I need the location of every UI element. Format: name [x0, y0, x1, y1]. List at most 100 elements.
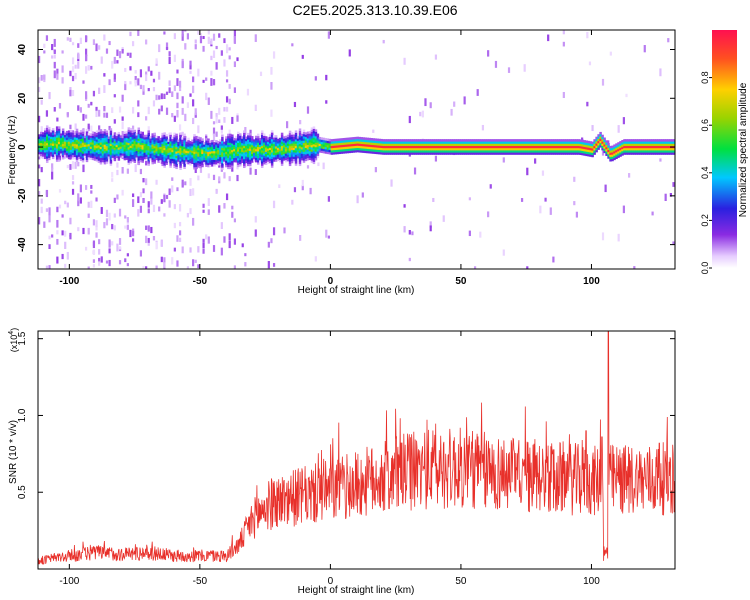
- heatmap-cell: [51, 55, 54, 59]
- heatmap-cell: [87, 135, 91, 138]
- heatmap-cell: [659, 141, 662, 144]
- heatmap-cell: [586, 31, 589, 39]
- heatmap-cell: [81, 131, 85, 134]
- heatmap-cell: [65, 144, 69, 147]
- heatmap-cell: [673, 141, 675, 144]
- heatmap-cell: [460, 139, 463, 142]
- heatmap-cell: [483, 143, 487, 147]
- heatmap-cell: [507, 147, 511, 151]
- heatmap-cell: [274, 135, 278, 138]
- heatmap-cell: [298, 163, 302, 167]
- heatmap-cell: [551, 150, 555, 153]
- heatmap-cell: [549, 207, 552, 215]
- heatmap-cell: [374, 144, 377, 148]
- heatmap-cell: [101, 155, 105, 158]
- heatmap-cell: [51, 167, 54, 172]
- heatmap-cell: [41, 138, 45, 142]
- heatmap-cell: [231, 147, 234, 151]
- heatmap-cell: [75, 159, 79, 162]
- heatmap-cell: [420, 150, 423, 153]
- heatmap-cell: [147, 163, 150, 166]
- heatmap-cell: [87, 227, 90, 235]
- heatmap-cell: [477, 152, 481, 155]
- heatmap-cell: [77, 105, 80, 111]
- heatmap-cell: [233, 146, 236, 150]
- heatmap-cell: [187, 153, 190, 156]
- heatmap-cell: [75, 152, 79, 156]
- heatmap-cell: [103, 153, 107, 156]
- heatmap-cell: [312, 154, 316, 158]
- heatmap-cell: [444, 145, 447, 149]
- heatmap-cell: [193, 149, 196, 152]
- heatmap-cell: [107, 154, 111, 157]
- heatmap-cell: [65, 133, 69, 136]
- heatmap-cell: [416, 150, 419, 153]
- heatmap-cell: [39, 136, 43, 139]
- heatmap-cell: [555, 143, 559, 147]
- heatmap-cell: [178, 124, 182, 131]
- heatmap-cell: [161, 154, 164, 158]
- heatmap-cell: [73, 154, 77, 158]
- heatmap-cell: [569, 150, 572, 153]
- heatmap-cell: [203, 159, 206, 163]
- heatmap-cell: [669, 152, 672, 155]
- heatmap-cell: [264, 151, 268, 155]
- heatmap-cell: [553, 139, 557, 142]
- heatmap-cell: [219, 141, 222, 144]
- heatmap-cell: [535, 139, 539, 142]
- heatmap-cell: [316, 142, 320, 145]
- heatmap-cell: [145, 136, 148, 140]
- heatmap-cell: [551, 139, 555, 142]
- heatmap-cell: [262, 153, 266, 156]
- heatmap-cell: [588, 61, 592, 66]
- heatmap-cell: [153, 141, 156, 144]
- heatmap-cell: [38, 138, 41, 142]
- heatmap-cell: [57, 154, 61, 158]
- heatmap-cell: [475, 145, 479, 149]
- heatmap-cell: [51, 145, 55, 149]
- heatmap-cell: [625, 141, 628, 144]
- heatmap-cell: [249, 144, 252, 147]
- heatmap-cell: [64, 241, 67, 249]
- heatmap-cell: [667, 143, 670, 147]
- heatmap-cell: [245, 151, 248, 155]
- heatmap-cell: [267, 261, 270, 269]
- heatmap-cell: [41, 154, 45, 157]
- heatmap-cell: [312, 135, 316, 138]
- heatmap-cell: [258, 146, 262, 150]
- heatmap-cell: [410, 145, 413, 149]
- heatmap-cell: [243, 143, 246, 147]
- heatmap-cell: [547, 143, 551, 147]
- heatmap-cell: [651, 147, 654, 151]
- heatmap-cell: [270, 141, 274, 144]
- heatmap-cell: [95, 220, 98, 228]
- heatmap-cell: [85, 137, 89, 141]
- heatmap-cell: [175, 164, 178, 167]
- heatmap-cell: [108, 41, 111, 46]
- heatmap-cell: [645, 145, 648, 149]
- heatmap-cell: [456, 147, 459, 151]
- heatmap-cell: [171, 141, 174, 144]
- heatmap-cell: [107, 140, 111, 144]
- heatmap-cell: [167, 150, 170, 153]
- heatmap-cell: [187, 144, 190, 147]
- heatmap-cell: [103, 128, 107, 132]
- heatmap-cell: [155, 58, 158, 64]
- heatmap-cell: [165, 194, 169, 199]
- heatmap-cell: [450, 141, 453, 144]
- heatmap-cell: [607, 154, 610, 157]
- heatmap-cell: [342, 137, 346, 141]
- heatmap-cell: [179, 149, 182, 153]
- heatmap-cell: [173, 148, 176, 151]
- heatmap-cell: [336, 142, 340, 146]
- heatmap-cell: [225, 106, 229, 112]
- heatmap-cell: [139, 69, 143, 78]
- heatmap-cell: [288, 137, 292, 140]
- heatmap-cell: [121, 140, 125, 143]
- heatmap-cell: [181, 30, 184, 37]
- heatmap-cell: [85, 128, 89, 132]
- heatmap-cell: [428, 145, 431, 149]
- heatmap-cell: [141, 142, 145, 146]
- heatmap-cell: [264, 158, 268, 161]
- heatmap-cell: [145, 74, 148, 82]
